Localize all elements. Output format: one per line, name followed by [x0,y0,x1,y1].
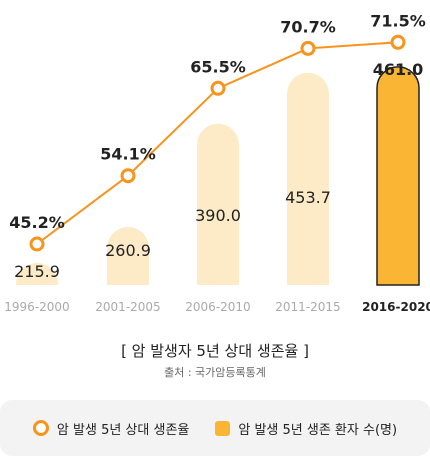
x-tick-0: 1996-2000 [4,300,69,314]
bar-label-4: 461.0 [373,60,424,79]
line-marker-4 [390,34,406,50]
bar-label-3: 453.7 [285,188,331,207]
line-marker-2 [210,80,226,96]
bar-2 [197,123,239,286]
legend: 암 발생 5년 상대 생존율 암 발생 5년 생존 환자 수(명) [0,400,430,456]
line-marker-1 [120,168,136,184]
bar-1 [107,227,149,285]
line-label-0: 45.2% [9,213,65,232]
bar-4 [376,66,420,286]
bar-label-2: 390.0 [195,206,241,225]
x-tick-1: 2001-2005 [95,300,160,314]
bar-swatch-icon [215,420,231,436]
chart-canvas: 215.9 260.9 390.0 453.7 461.0 1996-2000 2001-2… [4,11,430,314]
chart-source: 출처 : 국가암등록통계 [164,366,266,379]
line-marker-0 [29,236,45,252]
x-tick-4: 2016-2020 [362,300,430,314]
line-label-2: 65.5% [190,57,246,76]
legend-item-survival-rate: 암 발생 5년 상대 생존율 [32,419,190,438]
line-marker-3 [300,40,316,56]
bar-3 [287,72,329,285]
bar-0 [16,263,58,285]
line-label-1: 54.1% [100,145,156,164]
legend-item-patients: 암 발생 5년 생존 환자 수(명) [215,419,397,438]
x-tick-3: 2011-2015 [275,300,340,314]
legend-label-survival-rate: 암 발생 5년 상대 생존율 [56,422,190,438]
chart-title: [ 암 발생자 5년 상대 생존율 ] [121,342,309,360]
line-label-3: 70.7% [280,17,336,36]
legend-label-patients: 암 발생 5년 생존 환자 수(명) [238,422,398,438]
line-marker-icon [32,420,49,436]
line-label-4: 71.5% [370,11,426,30]
x-tick-2: 2006-2010 [185,300,250,314]
bar-label-0: 215.9 [14,262,60,281]
bar-label-1: 260.9 [105,241,151,260]
